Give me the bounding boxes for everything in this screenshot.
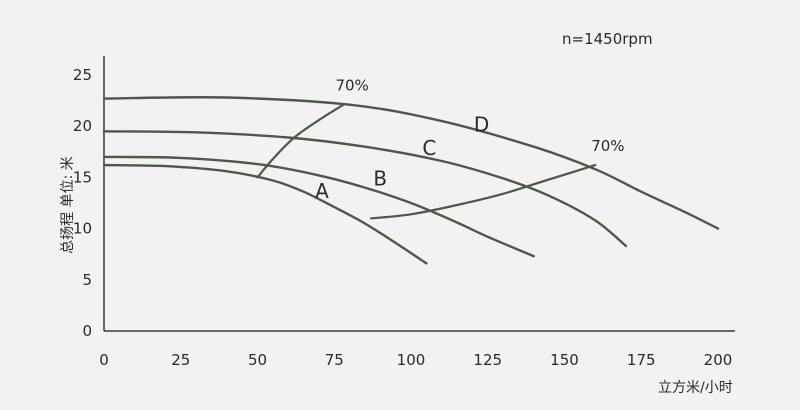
y-tick-label: 20 (73, 117, 92, 135)
y-tick-label: 0 (82, 322, 92, 340)
y-tick-label: 25 (73, 66, 92, 84)
efficiency-layer: 70% 70% (256, 77, 625, 220)
x-tick-label: 75 (325, 351, 344, 369)
curve-label-a: A (315, 179, 329, 203)
x-axis-title: 立方米/小时 (658, 380, 733, 396)
x-tick-label: 25 (171, 351, 190, 369)
x-tick-label: 50 (248, 351, 267, 369)
efficiency-label: 70% (335, 77, 368, 95)
x-tick-labels: 0 25 50 75 100 125 150 175 200 (99, 351, 732, 369)
y-tick-labels: 0 5 10 15 20 25 (73, 66, 92, 340)
efficiency-label: 70% (591, 137, 624, 155)
x-tick-label: 175 (627, 351, 656, 369)
series-layer (102, 96, 720, 265)
rpm-annotation: n=1450rpm (562, 30, 653, 48)
curve-label-c: C (422, 136, 436, 160)
x-tick-label: 100 (397, 351, 426, 369)
pump-curve-c (102, 130, 628, 248)
x-tick-label: 125 (473, 351, 502, 369)
efficiency-line-70 (370, 164, 597, 220)
x-tick-label: 200 (704, 351, 733, 369)
y-tick-label: 5 (82, 271, 92, 289)
x-tick-label: 0 (99, 351, 109, 369)
x-tick-label: 150 (550, 351, 579, 369)
pump-curve-a (102, 163, 428, 265)
pump-curve-b (102, 155, 535, 258)
curve-label-d: D (474, 112, 489, 136)
y-tick-label: 10 (73, 220, 92, 238)
y-axis-title: 总扬程 单位: 米 (60, 156, 76, 254)
y-tick-label: 15 (73, 168, 92, 186)
pump-curve-d (102, 96, 720, 230)
efficiency-line-70 (256, 103, 345, 179)
curve-label-layer: A B C D (315, 112, 489, 203)
curve-label-b: B (373, 167, 387, 191)
